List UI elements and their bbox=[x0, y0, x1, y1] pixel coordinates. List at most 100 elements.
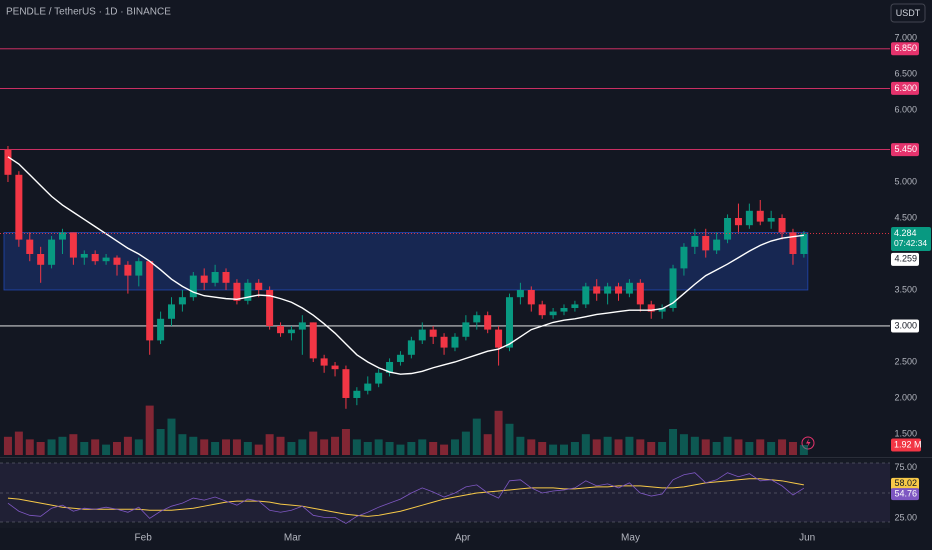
volume-badge-label: 1.92 M bbox=[894, 439, 922, 449]
candle-body bbox=[495, 329, 503, 348]
candle-body bbox=[756, 210, 764, 222]
volume-bar bbox=[222, 439, 231, 455]
volume-bar bbox=[320, 439, 329, 455]
volume-bar bbox=[669, 429, 678, 455]
candle-body bbox=[734, 217, 742, 226]
candle-body bbox=[331, 365, 339, 370]
candle-body bbox=[582, 286, 590, 305]
candle-body bbox=[625, 282, 633, 294]
sma-line bbox=[7, 156, 804, 375]
price-badge bbox=[891, 252, 919, 266]
volume-bar bbox=[36, 442, 45, 455]
volume-bar bbox=[200, 439, 209, 455]
x-tick-label: May bbox=[621, 533, 640, 544]
rsi-tick-label: 25.00 bbox=[894, 513, 917, 523]
candle-body bbox=[680, 246, 688, 269]
candle-body bbox=[287, 329, 295, 334]
rsi-line bbox=[7, 472, 805, 524]
candle-body bbox=[538, 304, 546, 316]
candle-body bbox=[636, 282, 644, 305]
candle-body bbox=[451, 336, 459, 348]
alert-bolt[interactable] bbox=[806, 438, 811, 448]
volume-bar bbox=[352, 439, 361, 455]
volume-bar bbox=[723, 436, 732, 455]
volume-bar bbox=[123, 436, 132, 455]
volume-bar bbox=[385, 442, 394, 455]
x-tick-label: Mar bbox=[284, 533, 302, 544]
price-badge-label: 6.850 bbox=[894, 43, 917, 53]
volume-bar bbox=[156, 429, 165, 455]
candle-body bbox=[58, 232, 66, 240]
alert-circle[interactable] bbox=[801, 436, 815, 450]
candle-body bbox=[418, 329, 426, 341]
volume-bar bbox=[450, 439, 459, 455]
rsi-tick-label: 75.00 bbox=[894, 462, 917, 472]
candle-body bbox=[702, 235, 710, 251]
volume-bar bbox=[527, 439, 536, 455]
volume-bar bbox=[614, 439, 623, 455]
volume-bar bbox=[254, 444, 263, 455]
price-badge bbox=[891, 488, 919, 501]
volume-bar bbox=[440, 444, 449, 455]
volume-bar bbox=[112, 442, 121, 455]
currency[interactable]: USDT bbox=[896, 8, 921, 18]
candle-body bbox=[342, 369, 350, 398]
volume-bar bbox=[570, 442, 579, 455]
price-badge-label: 5.450 bbox=[894, 144, 917, 154]
alert-icon[interactable] bbox=[801, 436, 815, 450]
candle-body bbox=[789, 232, 797, 254]
volume-bar bbox=[309, 431, 318, 455]
y-tick-label: 2.000 bbox=[894, 392, 917, 402]
candle-body bbox=[407, 340, 415, 355]
volume-bar bbox=[14, 431, 23, 455]
y-tick-label: 2.500 bbox=[894, 356, 917, 366]
y-tick-label: 6.500 bbox=[894, 68, 917, 78]
volume-bar bbox=[472, 418, 481, 455]
volume-bar bbox=[679, 434, 688, 455]
candle-body bbox=[69, 232, 77, 258]
candle-body bbox=[353, 390, 361, 398]
volume-bar bbox=[745, 442, 754, 455]
y-tick-label: 1.500 bbox=[894, 428, 917, 438]
volume-bar bbox=[549, 444, 558, 455]
candle-body bbox=[91, 253, 99, 262]
volume-bar bbox=[58, 436, 67, 455]
volume-bar bbox=[178, 434, 187, 455]
volume-bar bbox=[69, 434, 78, 455]
volume-bar bbox=[265, 434, 274, 455]
volume-bar bbox=[592, 439, 601, 455]
y-tick-label: 5.000 bbox=[894, 176, 917, 186]
volume-bar bbox=[25, 439, 34, 455]
currency-button[interactable] bbox=[890, 3, 926, 23]
volume-bar bbox=[625, 436, 634, 455]
volume-bar bbox=[560, 444, 569, 455]
x-tick-label: Feb bbox=[135, 533, 153, 544]
volume-bar bbox=[102, 444, 111, 455]
candle-body bbox=[429, 329, 437, 337]
candle-body bbox=[80, 253, 88, 258]
candle-body bbox=[364, 383, 372, 391]
candle-body bbox=[211, 271, 219, 283]
candle-body bbox=[669, 268, 677, 308]
volume-bar bbox=[189, 436, 198, 455]
y-tick-label: 6.000 bbox=[894, 104, 917, 114]
candle-body bbox=[37, 253, 45, 265]
candle-body bbox=[604, 286, 612, 294]
volume-bar bbox=[647, 442, 656, 455]
volume-bar bbox=[581, 434, 590, 455]
candle-body bbox=[298, 322, 306, 330]
chart-title: PENDLE / TetherUS · 1D · BINANCE bbox=[6, 7, 171, 18]
volume-bar bbox=[3, 436, 12, 455]
volume-bar bbox=[374, 439, 383, 455]
candle-body bbox=[527, 289, 535, 305]
candle-body bbox=[615, 286, 623, 294]
volume-bar bbox=[341, 429, 350, 455]
volume-bar bbox=[429, 442, 438, 455]
candle-body bbox=[200, 275, 208, 283]
price-badge-label: 4.259 bbox=[894, 254, 917, 264]
candle-body bbox=[658, 307, 666, 312]
candle-body bbox=[309, 322, 317, 359]
volume-bar bbox=[778, 439, 787, 455]
volume-bar bbox=[363, 442, 372, 455]
